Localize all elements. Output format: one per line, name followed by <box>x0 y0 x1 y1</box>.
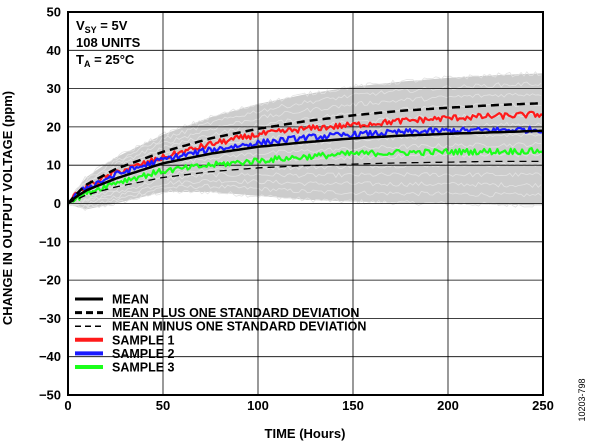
legend-label: MEAN PLUS ONE STANDARD DEVIATION <box>112 306 359 320</box>
y-tick-label: −30 <box>39 311 61 326</box>
figure-id: 10203-798 <box>577 378 587 421</box>
gridlines <box>68 12 543 395</box>
plot-frame <box>67 11 544 396</box>
unit-trace <box>67 189 542 211</box>
y-tick-label: 40 <box>47 43 61 58</box>
legend-label: MEAN <box>112 293 149 307</box>
y-tick-label: −20 <box>39 273 61 288</box>
unit-trace <box>67 172 542 207</box>
x-tick-label: 200 <box>437 398 459 413</box>
condition-ta: TA = 25°C <box>76 52 135 69</box>
unit-trace <box>67 183 542 209</box>
unit-trace <box>67 178 542 207</box>
x-tick-label: 50 <box>156 398 170 413</box>
test-conditions: VSY = 5V 108 UNITS TA = 25°C <box>76 18 141 69</box>
x-tick-label: 0 <box>64 398 71 413</box>
y-tick-label: 0 <box>54 196 61 211</box>
y-tick-label: −40 <box>39 349 61 364</box>
y-axis-label: CHANGE IN OUTPUT VOLTAGE (ppm) <box>0 91 15 325</box>
y-tick-label: −50 <box>39 388 61 403</box>
legend-label: SAMPLE 3 <box>112 361 175 375</box>
unit-trace <box>67 81 542 203</box>
x-tick-label: 250 <box>532 398 554 413</box>
series-line-5 <box>67 125 544 205</box>
x-tick-label: 100 <box>247 398 269 413</box>
unit-trace <box>67 102 542 206</box>
y-tick-label: 30 <box>47 81 61 96</box>
x-axis-label: TIME (Hours) <box>265 426 346 441</box>
series-line-6 <box>67 147 544 205</box>
x-tick-label: 150 <box>342 398 364 413</box>
series-lines <box>67 101 544 205</box>
y-tick-label: 20 <box>47 119 61 134</box>
legend-label: SAMPLE 2 <box>112 347 175 361</box>
series-line-2 <box>67 101 544 205</box>
y-tick-label: 50 <box>47 5 61 20</box>
series-line-3 <box>67 160 543 205</box>
unit-trace <box>67 71 542 203</box>
condition-vsy: VSY = 5V <box>76 18 128 35</box>
y-tick-label: −10 <box>39 234 61 249</box>
legend-label: SAMPLE 1 <box>112 333 175 347</box>
unit-trace <box>67 142 542 204</box>
legend-label: MEAN MINUS ONE STANDARD DEVIATION <box>112 320 366 334</box>
unit-trace <box>67 92 542 205</box>
y-tick-label: 10 <box>47 158 61 173</box>
condition-units: 108 UNITS <box>76 35 141 50</box>
series-line-1 <box>67 129 544 205</box>
